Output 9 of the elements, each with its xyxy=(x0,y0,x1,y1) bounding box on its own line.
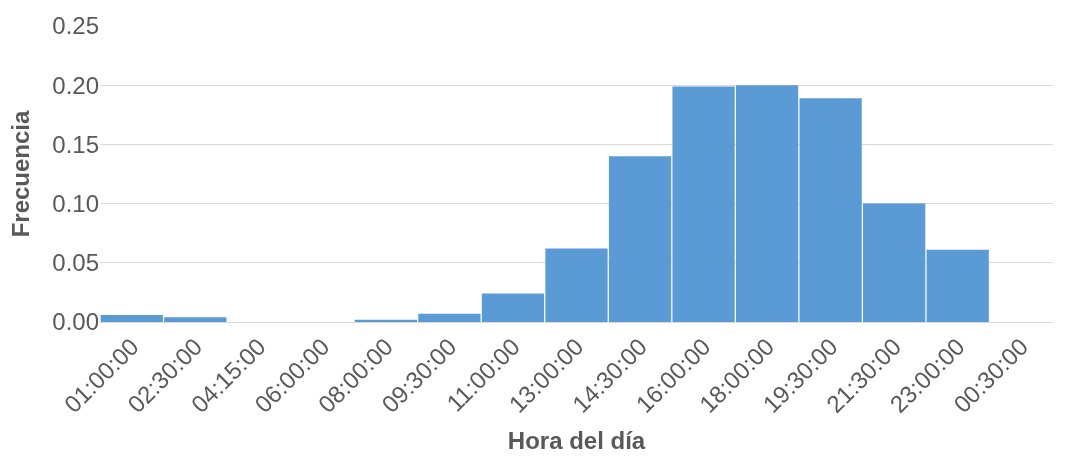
x-axis-title: Hora del día xyxy=(507,427,646,455)
y-tick-label: 0.20 xyxy=(52,71,99,99)
y-axis-title: Frecuencia xyxy=(7,109,35,238)
y-tick-label: 0.05 xyxy=(52,249,99,277)
y-tick-label: 0.15 xyxy=(52,130,99,158)
y-tick-label: 0.10 xyxy=(52,190,99,217)
y-tick-label: 0.25 xyxy=(52,12,99,40)
bar xyxy=(926,249,989,322)
y-tick-label: 0.00 xyxy=(52,308,99,336)
